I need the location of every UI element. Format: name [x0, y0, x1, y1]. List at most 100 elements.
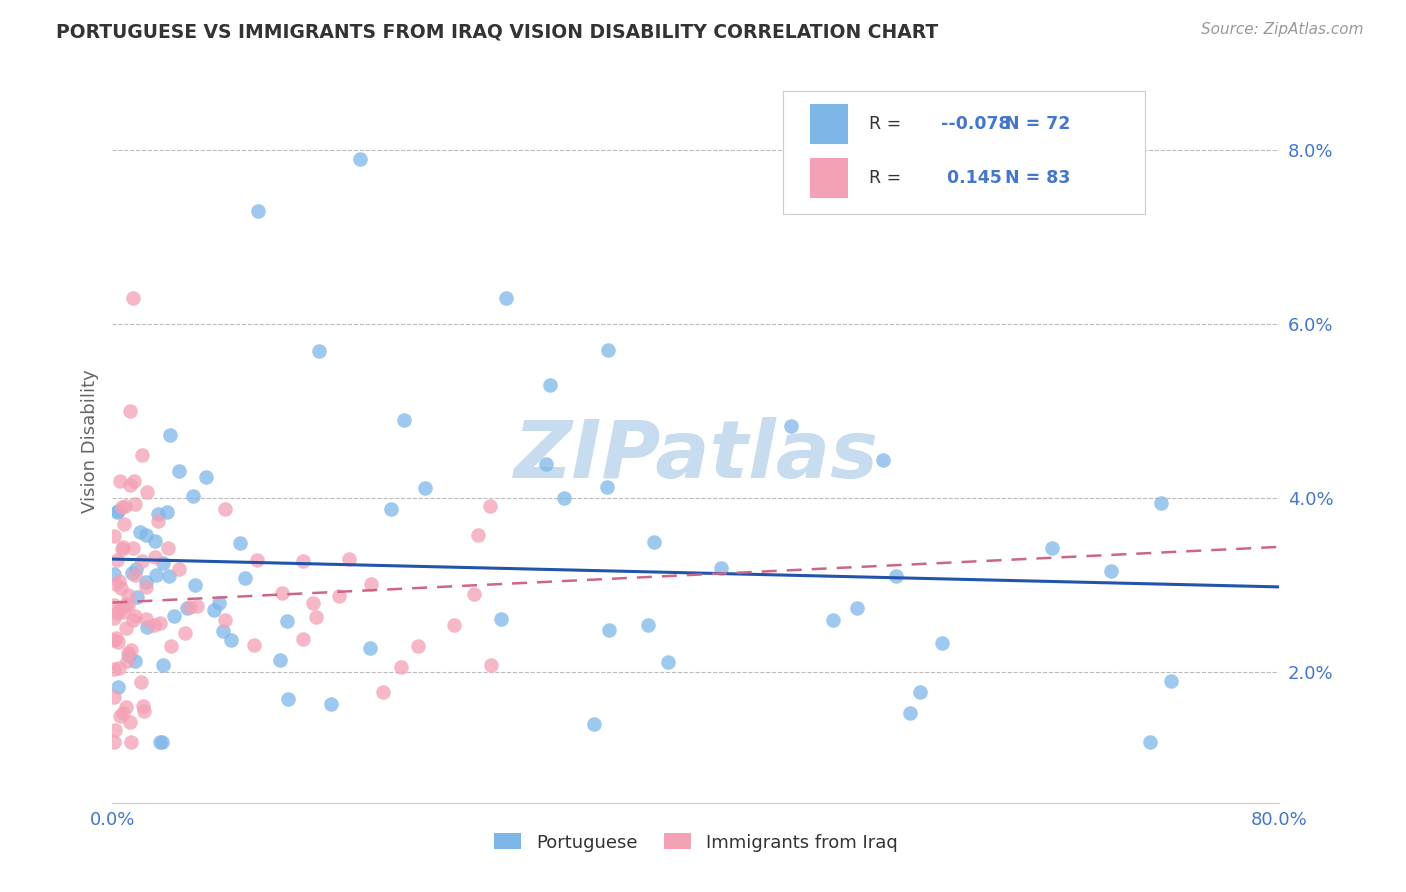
- Point: [105, 607, 128, 621]
- Point: [112, 605, 135, 619]
- Point: [1099, 564, 1122, 578]
- Point: [276, 615, 298, 629]
- Point: [179, 600, 201, 615]
- Legend: Portuguese, Immigrants from Iraq: Portuguese, Immigrants from Iraq: [486, 826, 905, 859]
- Point: [415, 481, 437, 495]
- Point: [269, 653, 291, 667]
- Point: [129, 674, 152, 689]
- Point: [159, 428, 181, 442]
- Point: [598, 623, 620, 637]
- FancyBboxPatch shape: [810, 158, 848, 198]
- Point: [176, 601, 198, 615]
- Point: [596, 480, 619, 494]
- Point: [233, 571, 256, 585]
- Point: [121, 566, 143, 581]
- Point: [156, 541, 179, 555]
- Point: [111, 540, 134, 554]
- FancyBboxPatch shape: [783, 91, 1146, 214]
- Point: [152, 657, 174, 672]
- Point: [538, 378, 561, 392]
- Point: [148, 514, 170, 528]
- Point: [117, 646, 139, 660]
- Point: [117, 598, 139, 612]
- Point: [406, 639, 429, 653]
- Point: [115, 654, 138, 668]
- Point: [872, 453, 894, 467]
- Point: [108, 661, 131, 675]
- Point: [186, 599, 208, 613]
- Point: [114, 621, 136, 635]
- Point: [104, 723, 127, 738]
- Point: [104, 577, 127, 591]
- Point: [181, 489, 204, 503]
- Point: [136, 484, 159, 499]
- Point: [112, 706, 135, 720]
- Point: [124, 654, 146, 668]
- Text: R =: R =: [869, 115, 907, 133]
- Point: [143, 617, 166, 632]
- Point: [111, 541, 134, 556]
- Point: [135, 575, 157, 590]
- Point: [167, 562, 190, 576]
- Text: N = 83: N = 83: [1005, 169, 1070, 186]
- Point: [553, 491, 575, 505]
- Point: [292, 632, 315, 646]
- Point: [131, 448, 153, 462]
- Point: [657, 655, 679, 669]
- Point: [157, 569, 180, 583]
- Point: [103, 598, 125, 612]
- Point: [371, 685, 394, 699]
- Y-axis label: Vision Disability: Vision Disability: [80, 369, 98, 514]
- Point: [495, 291, 517, 305]
- Point: [124, 474, 146, 488]
- Point: [124, 497, 146, 511]
- Text: ZIPatlas: ZIPatlas: [513, 417, 879, 495]
- Point: [308, 343, 330, 358]
- Text: R =: R =: [869, 169, 907, 186]
- Point: [845, 600, 868, 615]
- Point: [214, 501, 236, 516]
- Point: [107, 504, 129, 518]
- Point: [124, 608, 146, 623]
- Point: [110, 500, 132, 515]
- Point: [145, 549, 167, 564]
- Point: [135, 580, 157, 594]
- Point: [467, 528, 489, 542]
- Point: [108, 474, 131, 488]
- Point: [337, 551, 360, 566]
- Point: [118, 477, 141, 491]
- Point: [219, 632, 242, 647]
- Point: [103, 566, 125, 581]
- Point: [117, 588, 139, 602]
- Point: [155, 505, 177, 519]
- Point: [103, 735, 125, 749]
- Point: [1160, 674, 1182, 689]
- Point: [134, 704, 156, 718]
- Point: [321, 697, 343, 711]
- Point: [302, 596, 325, 610]
- Point: [118, 404, 141, 418]
- Point: [103, 611, 125, 625]
- Point: [212, 624, 235, 638]
- Point: [118, 715, 141, 730]
- Point: [103, 690, 125, 704]
- Point: [349, 152, 371, 166]
- Point: [114, 499, 136, 513]
- Point: [779, 419, 801, 434]
- Point: [1040, 541, 1063, 555]
- Point: [152, 556, 174, 570]
- Point: [125, 562, 148, 576]
- Point: [271, 586, 294, 600]
- Point: [107, 505, 129, 519]
- Point: [463, 587, 485, 601]
- Point: [277, 692, 299, 706]
- Point: [360, 577, 382, 591]
- Point: [143, 533, 166, 548]
- Point: [443, 618, 465, 632]
- Point: [534, 457, 557, 471]
- Point: [242, 638, 264, 652]
- Point: [114, 598, 136, 612]
- Point: [122, 291, 145, 305]
- Point: [489, 612, 512, 626]
- Point: [478, 500, 501, 514]
